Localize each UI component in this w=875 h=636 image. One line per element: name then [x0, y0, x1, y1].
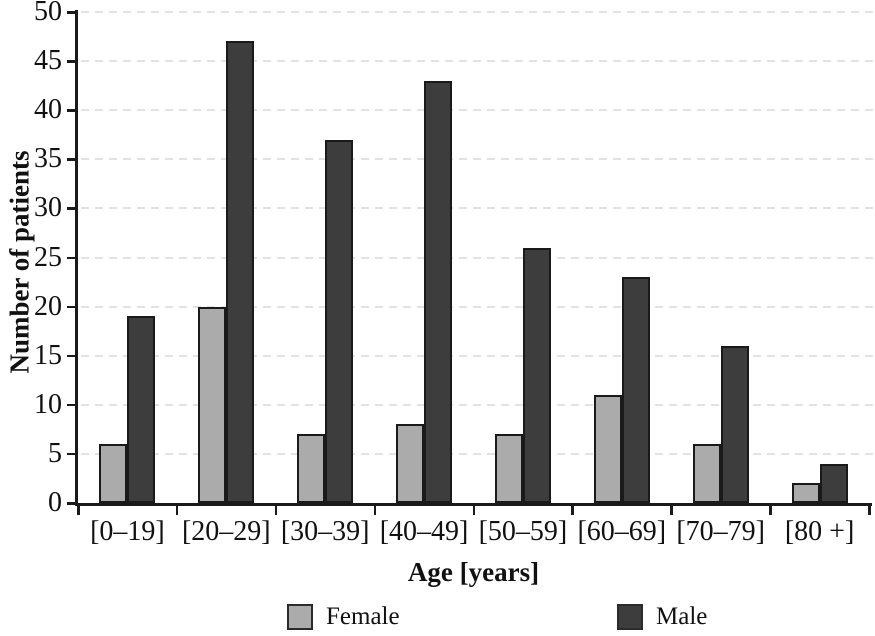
y-tick-label: 30	[34, 192, 62, 224]
gridline	[81, 60, 875, 63]
x-tick-label: [80 +]	[784, 516, 855, 547]
x-axis-tick	[274, 506, 278, 515]
bar-male-1	[226, 41, 255, 503]
legend-label-male: Male	[656, 603, 708, 630]
x-axis-tick	[77, 506, 80, 515]
x-tick-label: [20–29]	[181, 516, 271, 547]
x-axis-tick	[670, 506, 673, 515]
y-axis-tick	[67, 403, 76, 407]
y-tick-label: 0	[48, 487, 62, 518]
y-axis-tick	[67, 109, 76, 112]
y-axis-tick	[67, 502, 76, 505]
bar-male-4	[522, 247, 551, 503]
x-axis-tick	[373, 506, 377, 515]
bar-male-0	[127, 316, 156, 503]
x-axis-tick	[175, 506, 179, 515]
legend-item-female: Female	[287, 603, 400, 631]
legend: Female Male	[0, 601, 875, 636]
bar-female-5	[593, 394, 622, 503]
y-axis-tick	[67, 354, 76, 358]
y-axis-tick	[67, 60, 76, 63]
bar-female-0	[99, 444, 128, 503]
y-tick-label: 5	[48, 437, 62, 469]
y-axis-tick	[67, 11, 76, 14]
x-axis-title: Age [years]	[407, 557, 540, 587]
y-tick-label: 20	[34, 290, 62, 322]
y-tick-label: 10	[34, 388, 62, 420]
gridline	[81, 11, 875, 13]
bar-female-3	[396, 424, 425, 503]
y-tick-label: 45	[34, 45, 62, 77]
gridline	[81, 109, 875, 112]
y-axis-tick	[67, 452, 76, 456]
y-axis-line	[75, 10, 78, 506]
x-axis-line	[75, 503, 872, 506]
gridline	[81, 403, 875, 406]
y-tick-label: 35	[34, 143, 62, 175]
x-axis-tick	[472, 506, 475, 515]
bar-male-7	[819, 463, 848, 503]
bar-female-2	[297, 434, 326, 503]
y-tick-label: 40	[34, 94, 62, 126]
x-axis-tick	[571, 506, 574, 515]
y-tick-label: 50	[34, 0, 62, 27]
x-tick-label: [30–39]	[280, 516, 370, 547]
bar-male-2	[325, 139, 354, 503]
x-axis-tick	[769, 506, 772, 515]
y-axis-tick	[67, 256, 76, 259]
y-axis-tick	[67, 305, 76, 309]
x-tick-label: [40–49]	[379, 516, 469, 547]
gridline	[81, 158, 875, 161]
x-axis-tick	[868, 506, 871, 515]
y-axis-title: Number of patients	[4, 150, 35, 374]
legend-label-female: Female	[326, 603, 400, 630]
x-tick-label: [60–69]	[577, 516, 667, 547]
gridline	[81, 354, 875, 357]
y-axis-tick	[67, 207, 76, 210]
gridline	[81, 452, 875, 455]
legend-swatch-male	[617, 604, 643, 630]
gridline	[81, 305, 875, 308]
legend-swatch-female	[287, 604, 313, 630]
y-tick-label: 15	[34, 339, 62, 371]
y-axis-tick	[67, 158, 76, 161]
bar-female-6	[692, 444, 721, 503]
gridline	[81, 256, 875, 259]
bar-male-3	[424, 80, 453, 503]
legend-item-male: Male	[617, 603, 707, 631]
bar-female-1	[198, 306, 227, 503]
bar-female-4	[494, 434, 523, 503]
y-tick-label: 25	[34, 241, 62, 273]
x-tick-label: [0–19]	[90, 516, 165, 547]
bar-female-7	[791, 483, 820, 503]
bar-male-5	[621, 277, 650, 503]
x-tick-label: [50–59]	[478, 516, 568, 547]
gridline	[81, 207, 875, 210]
x-tick-label: [70–79]	[676, 516, 766, 547]
bar-male-6	[720, 345, 749, 503]
